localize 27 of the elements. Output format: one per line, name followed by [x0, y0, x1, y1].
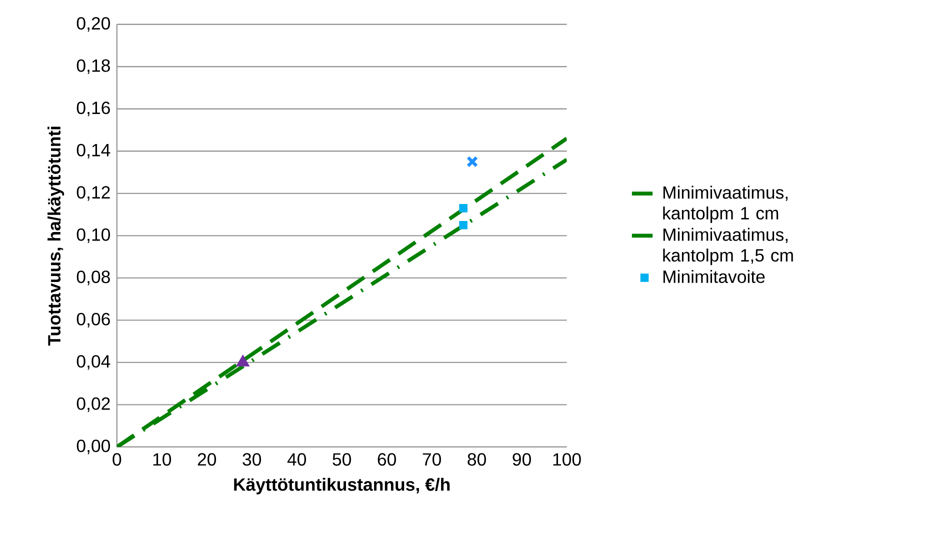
- x-tick-label: 80: [468, 453, 486, 466]
- x-tick-label: 40: [287, 453, 306, 466]
- y-tick-label: 0,14: [76, 144, 110, 158]
- y-tick-label: 0,12: [76, 186, 110, 201]
- y-tick-label: 0,20: [76, 17, 110, 32]
- x-tick-label: 10: [153, 453, 172, 466]
- x-tick-label: 60: [378, 453, 396, 466]
- x-tick-label: 70: [422, 453, 441, 466]
- legend-label: Minimivaatimus, kantolpm 1 cm: [663, 186, 788, 224]
- x-tick-label: 30: [242, 453, 262, 466]
- legend-label: Minimivaatimus, kantolpm 1,5 cm: [663, 228, 793, 266]
- x-axis-title: Käyttötuntikustannus, €/h: [234, 478, 450, 494]
- x-tick-label: 50: [332, 453, 352, 466]
- y-tick-label: 0,08: [76, 270, 110, 286]
- y-tick-label: 0,04: [76, 355, 110, 370]
- x-tick-label: 0: [112, 453, 122, 466]
- y-tick-label: 0,16: [76, 102, 110, 116]
- y-tick-label: 0,00: [76, 440, 110, 454]
- legend-label: Minimitavoite: [663, 270, 765, 284]
- y-tick-label: 0,10: [76, 228, 110, 244]
- y-tick-label: 0,18: [76, 59, 110, 74]
- y-tick-label: 0,06: [76, 312, 110, 328]
- y-tick-label: 0,02: [76, 397, 110, 412]
- x-tick-label: 90: [512, 453, 531, 466]
- y-axis-title: Tuottavuus, ha/käyttötunti: [48, 126, 64, 346]
- x-tick-label: 100: [553, 453, 581, 466]
- x-tick-label: 20: [198, 453, 216, 466]
